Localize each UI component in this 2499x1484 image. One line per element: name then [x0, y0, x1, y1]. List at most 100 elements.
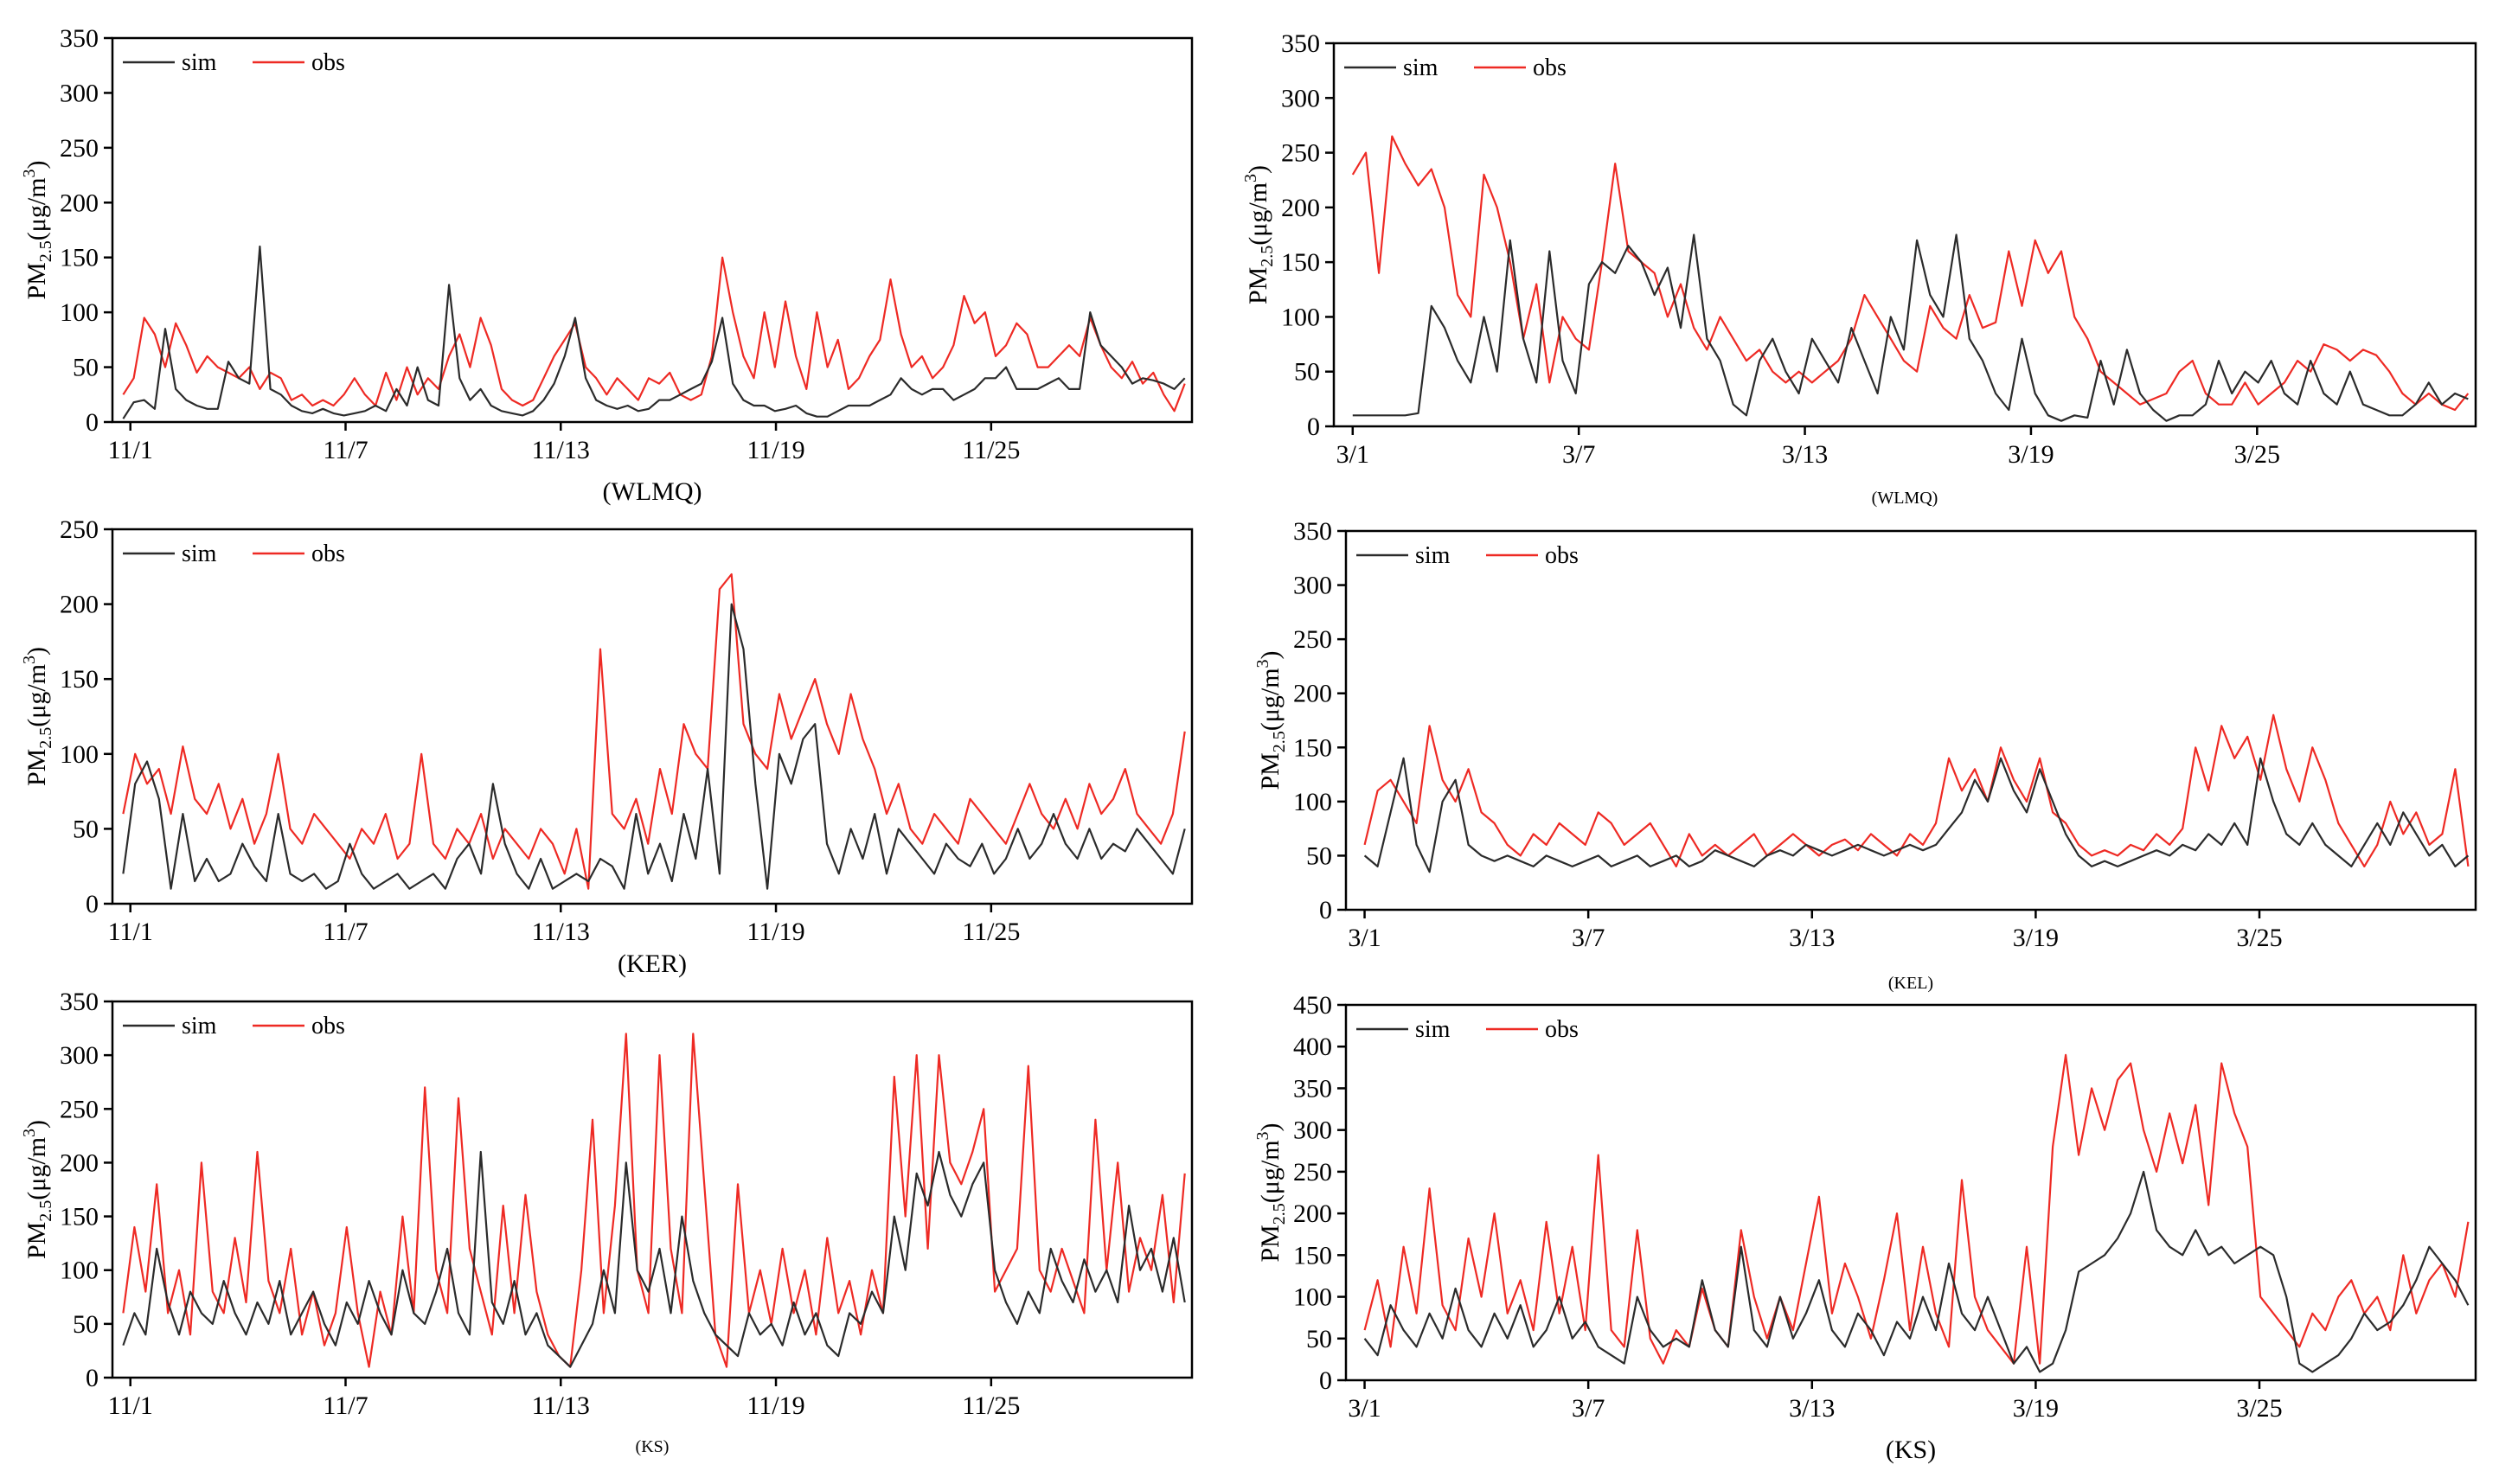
x-tick-label: 11/25	[962, 918, 1020, 946]
station-caption: (WLMQ)	[603, 477, 702, 506]
y-tick-label: 100	[1293, 1283, 1332, 1312]
y-tick-label: 250	[1293, 1158, 1332, 1187]
legend-label-sim: sim	[1415, 1016, 1451, 1043]
y-tick-label: 400	[1293, 1033, 1332, 1061]
y-tick-label: 300	[60, 79, 99, 107]
y-axis-title: PM2.5(μg/m3)	[1253, 650, 1289, 790]
legend-label-obs: obs	[311, 541, 345, 567]
y-tick-label: 350	[1293, 517, 1332, 546]
x-tick-label: 3/1	[1348, 924, 1381, 952]
x-tick-label: 3/1	[1348, 1394, 1381, 1423]
y-tick-label: 0	[86, 408, 99, 437]
y-tick-label: 250	[60, 515, 99, 544]
y-tick-label: 200	[1281, 194, 1320, 222]
station-caption: (WLMQ)	[1872, 489, 1938, 508]
series-line-obs-mar-wlmq	[1351, 135, 2470, 412]
plot-frame	[111, 1000, 1194, 1379]
legend-label-sim: sim	[1415, 542, 1451, 569]
y-tick-label: 350	[1281, 29, 1320, 58]
x-tick-label: 3/19	[2013, 1394, 2059, 1423]
plot-frame	[111, 528, 1194, 905]
x-tick-label: 3/19	[2008, 440, 2054, 469]
series-line-sim-nov-ker	[122, 603, 1186, 890]
y-tick-label: 100	[60, 1257, 99, 1285]
chart-panel-mar-wlmq: 0 50 100 150 200 250 300 350 3/1 3/7 3/13 3/19 3/25 P…	[1241, 29, 2477, 508]
x-tick-label: 11/19	[746, 436, 804, 464]
x-tick-label: 11/1	[108, 918, 153, 946]
series-line-sim-mar-ks	[1363, 1170, 2470, 1373]
series-line-obs-nov-ker	[122, 572, 1186, 890]
x-tick-label: 11/13	[532, 1391, 590, 1420]
chart-panel-nov-wlmq: 0 50 100 150 200 250 300 350 11/1 11/7 11/13 11/19 1…	[20, 24, 1194, 506]
x-tick-label: 11/13	[532, 918, 590, 946]
y-axis-title: PM2.5(μg/m3)	[20, 647, 55, 786]
legend-label-sim: sim	[182, 49, 217, 76]
y-axis-title: PM2.5(μg/m3)	[20, 160, 55, 299]
y-tick-label: 250	[60, 1095, 99, 1123]
y-tick-label: 350	[60, 988, 99, 1016]
y-tick-label: 300	[1281, 84, 1320, 112]
chart-panel-nov-ker: 0 50 100 150 200 250 11/1 11/7 11/13 11/19 11/25 PM…	[20, 515, 1194, 978]
x-tick-label: 11/7	[323, 918, 368, 946]
x-tick-label: 3/7	[1572, 924, 1605, 952]
y-tick-label: 250	[1281, 139, 1320, 168]
y-tick-label: 100	[1281, 303, 1320, 331]
chart-panel-nov-ks: 0 50 100 150 200 250 300 350 11/1 11/7 11/13 11/19 1…	[20, 988, 1194, 1456]
series-line-obs-mar-ks	[1363, 1053, 2470, 1365]
plot-frame	[1332, 42, 2477, 428]
chart-panel-mar-ks: 0 50 100 150 200 250 300 350 400 450 3/1 3/7 3/13 3/1…	[1253, 991, 2477, 1464]
legend-label-sim: sim	[182, 541, 217, 567]
y-tick-label: 300	[1293, 572, 1332, 600]
x-tick-label: 3/1	[1336, 440, 1369, 469]
y-tick-label: 50	[73, 1310, 99, 1339]
y-tick-label: 50	[1294, 358, 1320, 387]
series-line-obs-nov-wlmq	[122, 256, 1186, 413]
y-tick-label: 0	[1319, 1366, 1332, 1395]
y-tick-label: 250	[1293, 625, 1332, 654]
y-tick-label: 50	[73, 815, 99, 843]
plot-frame	[1344, 1003, 2477, 1382]
y-tick-label: 0	[86, 1364, 99, 1392]
x-tick-label: 3/25	[2234, 440, 2280, 469]
station-caption: (KEL)	[1888, 974, 1933, 993]
y-tick-label: 350	[1293, 1074, 1332, 1103]
x-tick-label: 11/25	[962, 1391, 1020, 1420]
x-tick-label: 11/19	[746, 1391, 804, 1420]
x-tick-label: 3/25	[2236, 1394, 2282, 1423]
series-line-sim-mar-kel	[1363, 757, 2470, 873]
legend-label-obs: obs	[1533, 54, 1567, 81]
y-tick-label: 0	[1307, 413, 1320, 441]
y-tick-label: 50	[1306, 1325, 1332, 1353]
y-tick-label: 250	[60, 134, 99, 163]
chart-panel-mar-kel: 0 50 100 150 200 250 300 350 3/1 3/7 3/13 3/19 3/25 P…	[1253, 517, 2477, 993]
x-tick-label: 11/13	[532, 436, 590, 464]
y-tick-label: 100	[1293, 788, 1332, 816]
y-axis-title: PM2.5(μg/m3)	[1253, 1123, 1289, 1262]
legend-label-obs: obs	[1545, 1016, 1579, 1043]
y-tick-label: 150	[60, 1203, 99, 1231]
y-tick-label: 0	[86, 890, 99, 918]
series-line-sim-mar-wlmq	[1352, 233, 2469, 422]
legend-label-sim: sim	[182, 1013, 217, 1039]
x-tick-label: 3/19	[2013, 924, 2059, 952]
x-tick-label: 11/1	[108, 1391, 153, 1420]
y-tick-label: 200	[60, 189, 99, 217]
y-tick-label: 0	[1319, 896, 1332, 924]
y-tick-label: 50	[73, 354, 99, 382]
series-line-sim-nov-wlmq	[122, 245, 1186, 419]
plot-frame	[1344, 529, 2477, 912]
station-caption: (KS)	[1886, 1436, 1936, 1464]
x-tick-label: 11/7	[323, 1391, 368, 1420]
x-tick-label: 3/13	[1789, 1394, 1835, 1423]
station-caption: (KS)	[636, 1437, 670, 1456]
y-tick-label: 150	[60, 665, 99, 694]
y-tick-label: 300	[60, 1041, 99, 1070]
series-line-sim-nov-ks	[122, 1150, 1186, 1368]
y-tick-label: 150	[1293, 1241, 1332, 1270]
y-axis-title: PM2.5(μg/m3)	[1241, 165, 1277, 304]
x-tick-label: 3/13	[1782, 440, 1828, 469]
x-tick-label: 3/7	[1572, 1394, 1605, 1423]
y-tick-label: 450	[1293, 991, 1332, 1020]
station-caption: (KER)	[618, 950, 687, 978]
